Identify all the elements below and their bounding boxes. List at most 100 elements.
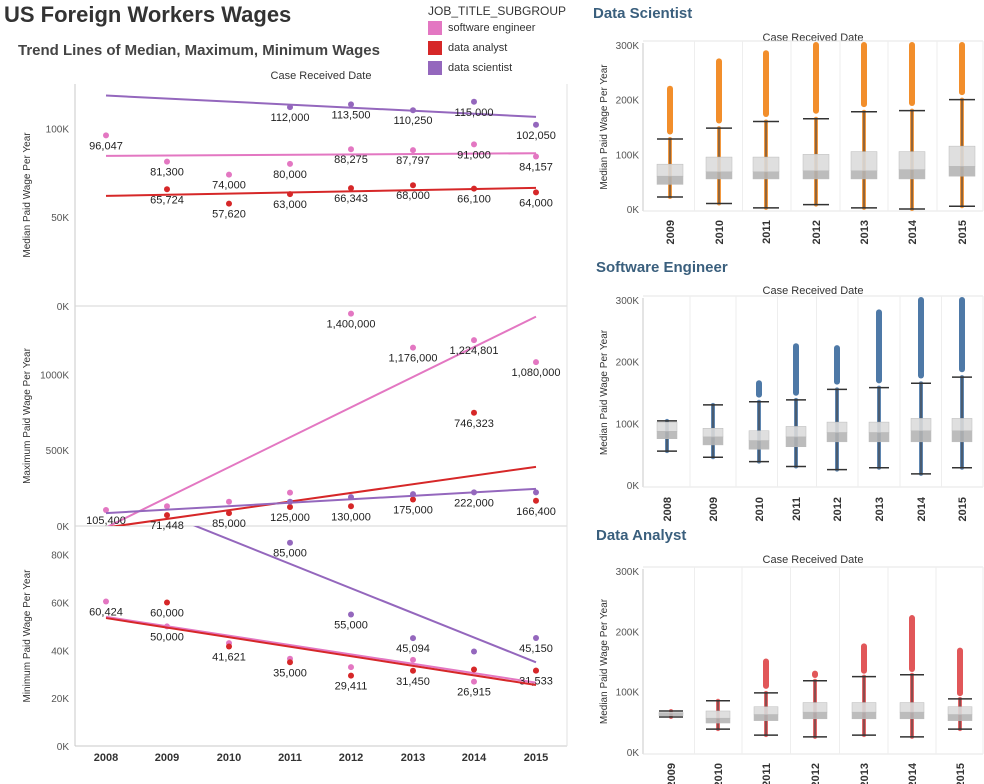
box-lower [951, 430, 973, 443]
trend-line-software-engineer [106, 315, 537, 526]
box-lower [910, 430, 932, 443]
y-tick-label: 0K [627, 481, 640, 492]
x-tick-label: 2014 [907, 762, 919, 784]
box-upper [850, 151, 878, 171]
outlier-column [793, 344, 799, 396]
data-label: 66,100 [457, 194, 491, 206]
x-tick-label: 2012 [810, 763, 822, 784]
data-label: 1,080,000 [512, 367, 561, 379]
y-tick-label: 200K [616, 96, 640, 107]
box-panel-title-data-analyst: Data Analyst [596, 527, 687, 544]
data-label: 66,343 [334, 193, 368, 205]
legend-item-data-scientist[interactable]: data scientist [428, 61, 512, 75]
data-label: 112,000 [271, 112, 310, 124]
box-upper [656, 421, 678, 432]
y-tick-label: 200K [616, 627, 640, 638]
outlier-point [909, 42, 915, 48]
data-point-software-engineer [103, 598, 109, 605]
data-label: 29,411 [335, 681, 368, 693]
outlier-column [909, 616, 915, 672]
data-point-data-scientist [287, 498, 293, 505]
data-label: 130,000 [331, 511, 371, 523]
y-axis-title: Minimum Paid Wage Per Year [22, 569, 33, 703]
box-lower [947, 714, 973, 721]
data-point-data-analyst [164, 599, 170, 606]
legend-item-data-analyst[interactable]: data analyst [428, 41, 507, 55]
trend-line-software-engineer [105, 152, 537, 157]
box-upper [851, 702, 877, 713]
outlier-point [793, 343, 799, 350]
data-label: 50,000 [150, 631, 184, 643]
x-tick-label: 2012 [339, 752, 363, 764]
y-tick-label: 0K [57, 522, 70, 533]
chart-subtitle: Trend Lines of Median, Maximum, Minimum … [18, 42, 380, 59]
box-lower [656, 175, 684, 185]
box-upper [899, 702, 925, 713]
y-tick-label: 50K [51, 213, 69, 224]
legend-label: data analyst [448, 42, 508, 54]
data-point-data-scientist [410, 107, 416, 114]
outlier-column [918, 298, 924, 379]
y-axis-title: Median Paid Wage Per Year [599, 64, 610, 190]
data-label: 88,275 [334, 154, 368, 166]
y-tick-label: 1000K [40, 370, 69, 381]
x-tick-label: 2010 [713, 763, 725, 784]
data-label: 81,300 [150, 167, 184, 179]
x-tick-label: 2011 [761, 220, 773, 244]
data-point-software-engineer [348, 310, 354, 317]
data-label: 166,400 [516, 506, 556, 518]
data-label: 91,000 [457, 149, 491, 161]
outlier-point [918, 297, 924, 303]
data-label: 60,000 [150, 608, 184, 620]
outlier-point [959, 42, 965, 48]
x-tick-label: 2009 [666, 763, 678, 784]
data-point-software-engineer [226, 171, 232, 178]
data-point-data-analyst [287, 659, 293, 666]
y-tick-label: 100K [616, 419, 640, 430]
data-label: 1,400,000 [327, 319, 376, 331]
box-upper [748, 430, 770, 441]
outlier-column [861, 43, 867, 108]
data-point-data-analyst [164, 186, 170, 193]
x-tick-label: 2015 [957, 497, 969, 521]
outlier-point [756, 380, 762, 387]
data-label: 45,094 [396, 643, 430, 655]
data-point-data-analyst [471, 666, 477, 673]
y-tick-label: 100K [46, 124, 70, 135]
x-tick-label: 2014 [907, 219, 919, 244]
data-label: 65,724 [150, 194, 184, 206]
box-lower [898, 169, 926, 180]
x-tick-label: 2010 [217, 752, 241, 764]
x-tick-label: 2014 [916, 496, 928, 521]
data-point-data-scientist [287, 539, 293, 546]
box-lower [752, 171, 780, 180]
legend-item-software-engineer[interactable]: software engineer [428, 21, 535, 35]
y-tick-label: 40K [51, 646, 69, 657]
box-lower [748, 440, 770, 450]
box-lower [851, 711, 877, 720]
legend-label: software engineer [448, 22, 536, 34]
outlier-column [813, 43, 819, 114]
data-point-data-analyst [348, 185, 354, 192]
outlier-column [876, 310, 882, 384]
outlier-column [959, 298, 965, 373]
data-point-data-analyst [348, 503, 354, 510]
outlier-point [861, 643, 867, 650]
outlier-column [667, 86, 673, 135]
data-label: 26,915 [457, 687, 491, 699]
data-label: 105,400 [86, 515, 126, 527]
data-label: 115,000 [455, 107, 494, 119]
y-tick-label: 0K [57, 742, 70, 753]
x-axis-title: Case Received Date [763, 554, 864, 566]
x-tick-label: 2012 [832, 497, 844, 521]
x-tick-label: 2008 [94, 752, 118, 764]
y-tick-label: 20K [51, 694, 69, 705]
data-label: 85,000 [273, 548, 307, 560]
outlier-column [957, 648, 963, 697]
box-upper [705, 710, 731, 719]
data-point-software-engineer [471, 337, 477, 344]
y-tick-label: 500K [46, 446, 70, 457]
outlier-point [861, 42, 867, 48]
data-point-data-scientist [287, 104, 293, 111]
